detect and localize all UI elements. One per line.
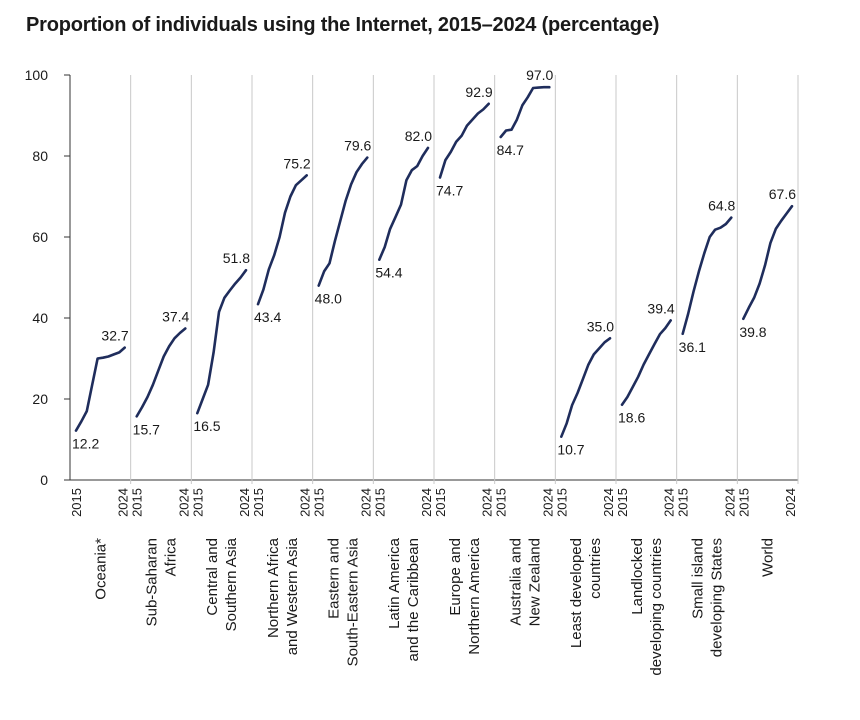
series-line [559,336,612,439]
category-label: Sub-Saharan [144,538,161,626]
start-value-label: 12.2 [72,436,99,452]
start-value-label: 16.5 [193,418,220,434]
y-tick-label: 60 [32,229,48,245]
x-tick-label: 2024 [298,488,313,517]
end-value-label: 39.4 [647,300,674,316]
category-label: and Western Asia [284,537,301,655]
category-label: South-Eastern Asia [345,537,362,666]
series-line [620,319,673,407]
x-tick-label: 2015 [433,488,448,517]
x-tick-label: 2015 [69,488,84,517]
series-line [74,346,126,432]
start-value-label: 36.1 [679,339,706,355]
x-tick-label: 2024 [662,488,677,517]
category-label: Northern Africa [265,537,282,638]
end-value-label: 32.7 [101,328,128,344]
category-label: developing States [709,538,726,657]
end-value-label: 51.8 [223,250,250,266]
series-line [317,156,369,287]
end-value-label: 64.8 [708,198,735,214]
category-label: Oceania* [92,538,109,600]
category-label: New Zealand [527,538,544,626]
end-value-label: 37.4 [162,309,189,325]
category-label: Small island [690,538,707,619]
x-tick-label: 2024 [419,488,434,517]
x-tick-label: 2024 [480,488,495,517]
series-line [438,102,491,179]
category-label: countries [587,538,604,599]
series-line [377,146,430,262]
category-label: Europe and [447,538,464,616]
x-tick-label: 2024 [237,488,252,517]
x-tick-label: 2015 [494,488,509,517]
start-value-label: 54.4 [375,265,402,281]
start-value-label: 84.7 [497,142,524,158]
x-tick-label: 2015 [190,488,205,517]
category-label: Australia and [508,538,525,626]
x-tick-label: 2024 [601,488,616,517]
category-label: and the Caribbean [405,538,422,661]
x-tick-label: 2015 [615,488,630,517]
x-tick-label: 2015 [676,488,691,517]
category-label: Africa [163,537,180,576]
category-label: Eastern and [326,538,343,619]
x-tick-label: 2024 [783,488,798,517]
x-tick-label: 2024 [176,488,191,517]
x-tick-label: 2024 [722,488,737,517]
y-tick-label: 80 [32,148,48,164]
x-tick-label: 2024 [540,488,555,517]
x-tick-label: 2015 [372,488,387,517]
x-tick-label: 2015 [251,488,266,517]
series-line [256,174,309,306]
start-value-label: 43.4 [254,309,281,325]
series-line [135,327,187,418]
x-tick-label: 2015 [130,488,145,517]
x-tick-label: 2015 [312,488,327,517]
y-tick-label: 100 [25,67,49,83]
series-line [499,85,551,139]
category-label: Central and [204,538,221,616]
start-value-label: 48.0 [315,291,342,307]
end-value-label: 92.9 [465,84,492,100]
end-value-label: 67.6 [769,186,796,202]
category-label: Landlocked [629,538,646,615]
start-value-label: 10.7 [557,442,584,458]
start-value-label: 18.6 [618,410,645,426]
x-tick-label: 2015 [554,488,569,517]
x-tick-label: 2024 [116,488,131,517]
category-label: Southern Asia [223,537,240,631]
start-value-label: 39.8 [739,324,766,340]
end-value-label: 97.0 [526,67,553,83]
series-line [196,268,248,415]
category-label: Latin America [386,537,403,629]
category-label: Northern America [466,537,483,654]
y-tick-label: 40 [32,310,48,326]
end-value-label: 35.0 [587,318,614,334]
category-label: World [760,538,777,577]
start-value-label: 15.7 [133,421,160,437]
start-value-label: 74.7 [436,182,463,198]
series-line [681,216,733,336]
chart-title: Proportion of individuals using the Inte… [26,14,660,36]
end-value-label: 75.2 [283,155,310,171]
series-line [741,204,794,321]
y-tick-label: 0 [40,472,48,488]
x-tick-label: 2015 [736,488,751,517]
end-value-label: 79.6 [344,138,371,154]
x-tick-label: 2024 [358,488,373,517]
end-value-label: 82.0 [405,128,432,144]
category-label: Least developed [568,538,585,648]
y-tick-label: 20 [32,391,48,407]
category-label: developing countries [648,538,665,676]
